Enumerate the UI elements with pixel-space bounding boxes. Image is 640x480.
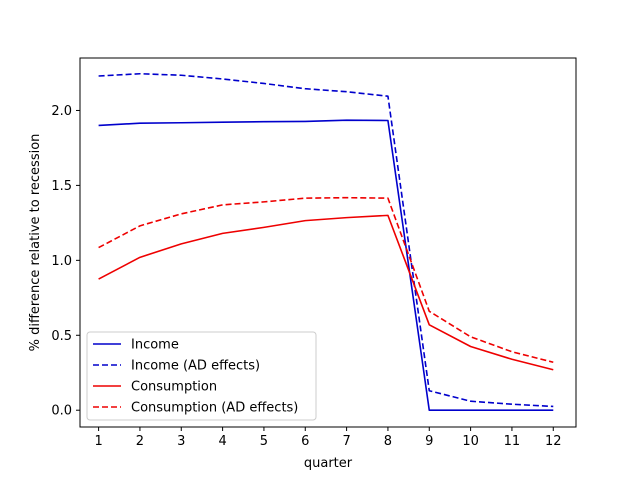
x-tick-label: 4 [218, 434, 226, 449]
x-tick-label: 11 [504, 434, 521, 449]
plot-frame [79, 57, 577, 428]
x-tick-label: 8 [384, 434, 392, 449]
x-tick-label: 1 [94, 434, 102, 449]
y-axis-ticks: 0.0 0.5 1.0 1.5 2.0 [51, 104, 80, 419]
series-line-3 [98, 214, 554, 371]
x-tick-label: 5 [260, 434, 268, 449]
x-tick-label: 3 [177, 434, 185, 449]
series-line-2 [98, 72, 554, 408]
x-axis-label: quarter [304, 456, 353, 471]
y-axis-label: % difference relative to recession [28, 134, 43, 352]
y-tick-label: 2.0 [51, 104, 72, 119]
legend-box [86, 331, 317, 421]
x-axis-ticks: 1 2 3 4 5 6 7 8 9 10 11 12 [94, 427, 562, 449]
y-tick-label: 1.5 [51, 179, 72, 194]
y-tick-label: 0.5 [51, 329, 72, 344]
x-tick-label: 12 [545, 434, 562, 449]
x-tick-label: 7 [342, 434, 350, 449]
legend-label-3: Consumption [131, 380, 217, 395]
legend-label-2: Income (AD effects) [131, 359, 260, 374]
y-tick-label: 1.0 [51, 254, 72, 269]
legend-label-1: Income [131, 338, 179, 353]
legend: Income Income (AD effects) Consumption Cons… [86, 331, 317, 421]
series-line-1 [98, 119, 554, 412]
legend-label-4: Consumption (AD effects) [131, 401, 298, 416]
y-tick-label: 0.0 [51, 404, 72, 419]
legend-items: Income Income (AD effects) Consumption Cons… [93, 338, 298, 416]
series-line-4 [98, 196, 554, 364]
x-tick-label: 6 [301, 434, 309, 449]
x-tick-label: 9 [425, 434, 433, 449]
x-tick-label: 10 [462, 434, 479, 449]
series-layer [98, 72, 554, 412]
x-tick-label: 2 [136, 434, 144, 449]
